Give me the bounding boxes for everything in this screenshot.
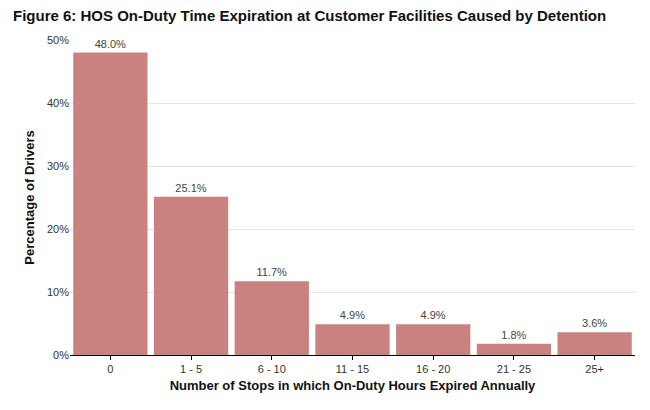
svg-text:50%: 50% — [47, 34, 69, 46]
svg-text:30%: 30% — [47, 160, 69, 172]
svg-text:6 - 10: 6 - 10 — [258, 363, 286, 375]
svg-text:16 - 20: 16 - 20 — [416, 363, 450, 375]
svg-text:4.9%: 4.9% — [340, 309, 365, 321]
svg-text:21 - 25: 21 - 25 — [497, 363, 531, 375]
svg-text:0%: 0% — [53, 349, 69, 361]
svg-text:25+: 25+ — [585, 363, 604, 375]
svg-text:11.7%: 11.7% — [256, 266, 287, 278]
svg-text:1.8%: 1.8% — [501, 329, 526, 341]
svg-text:0: 0 — [107, 363, 113, 375]
svg-text:Number of Stops in which On-Du: Number of Stops in which On-Duty Hours E… — [170, 378, 536, 393]
svg-text:40%: 40% — [47, 97, 69, 109]
svg-text:4.9%: 4.9% — [421, 309, 446, 321]
svg-text:10%: 10% — [47, 286, 69, 298]
svg-text:20%: 20% — [47, 223, 69, 235]
svg-text:48.0%: 48.0% — [95, 38, 126, 50]
svg-text:3.6%: 3.6% — [582, 317, 607, 329]
svg-text:1 - 5: 1 - 5 — [180, 363, 202, 375]
svg-text:11 - 15: 11 - 15 — [336, 363, 369, 375]
svg-text:Percentage of Drivers: Percentage of Drivers — [22, 130, 37, 264]
svg-text:25.1%: 25.1% — [175, 182, 206, 194]
svg-text:Figure 6: HOS On-Duty Time Exp: Figure 6: HOS On-Duty Time Expiration at… — [13, 7, 606, 24]
